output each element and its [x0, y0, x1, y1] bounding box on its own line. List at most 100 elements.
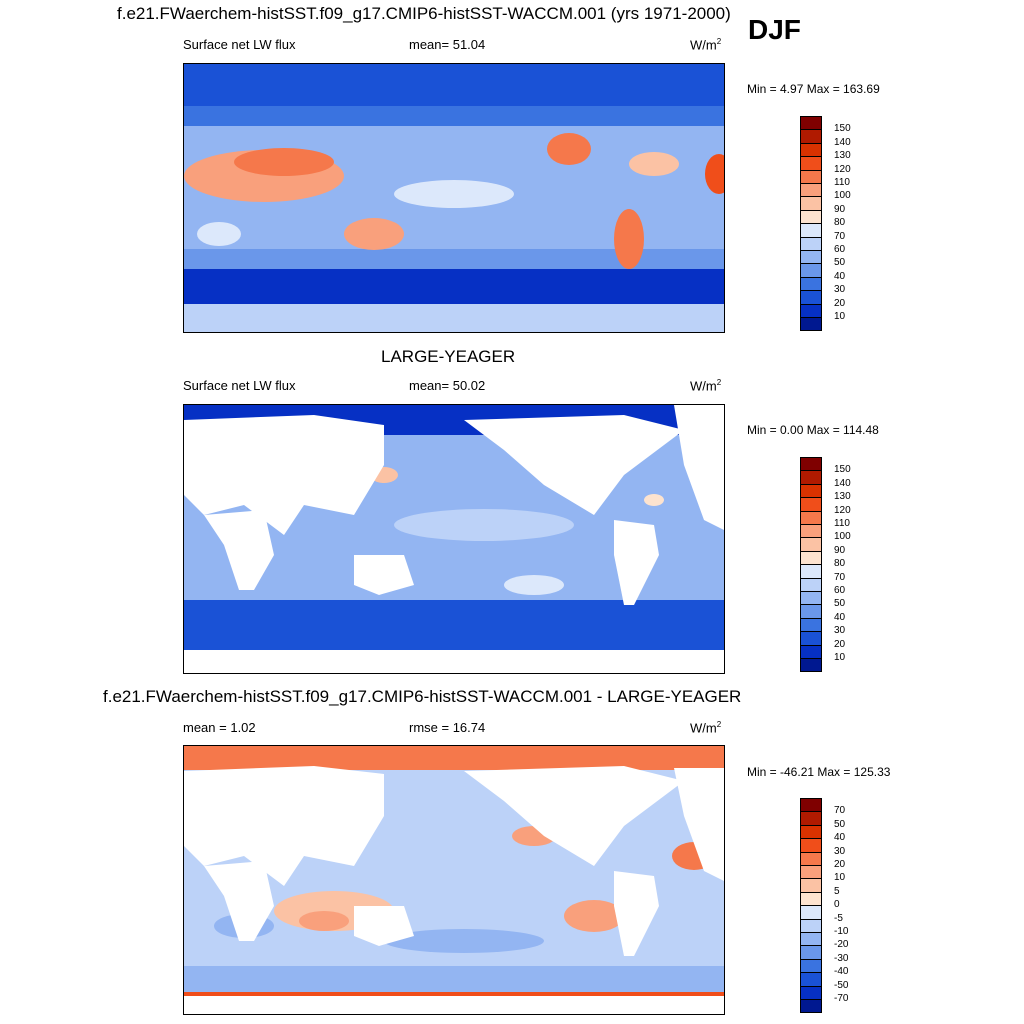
north-america-land — [464, 415, 684, 515]
panel-3-map-svg — [184, 746, 724, 1014]
colorbar-swatch — [800, 644, 822, 659]
southern-ocean-band — [184, 269, 724, 304]
south-america — [614, 209, 644, 269]
colorbar-swatch — [800, 550, 822, 566]
colorbar-swatch — [800, 510, 822, 525]
colorbar-tick-label: 20 — [834, 859, 846, 870]
panel-2-map-svg — [184, 405, 724, 673]
colorbar-tick-label: 20 — [834, 638, 846, 650]
colorbar-tick-label: 100 — [834, 190, 851, 202]
colorbar-swatch — [800, 470, 822, 485]
africa-land — [204, 861, 274, 941]
colorbar-swatch — [800, 196, 822, 211]
colorbar-tick-label: 120 — [834, 504, 851, 516]
colorbar-swatch — [800, 276, 822, 292]
colorbar-tick-label: 5 — [834, 885, 840, 897]
colorbar-swatch — [800, 183, 822, 198]
colorbar-tick-label: 50 — [834, 598, 846, 610]
colorbar-swatch — [800, 537, 822, 552]
panel-1-title: f.e21.FWaerchem-histSST.f09_g17.CMIP6-hi… — [117, 4, 731, 23]
colorbar-tick-label: 10 — [834, 652, 846, 663]
panel-1-units: W/m2 — [690, 37, 722, 53]
africa-land — [204, 510, 274, 590]
colorbar-swatch — [800, 999, 822, 1014]
colorbar-tick-label: 50 — [834, 257, 846, 269]
eurasia-land — [184, 766, 384, 886]
colorbar-swatch — [800, 129, 822, 144]
colorbar-swatch — [800, 985, 822, 1000]
panel-1-map-svg — [184, 64, 724, 332]
arctic-band — [184, 64, 724, 106]
panel-1-mean-label: mean= 51.04 — [409, 37, 486, 52]
colorbar-swatch — [800, 169, 822, 184]
colorbar-tick-label: 30 — [834, 845, 846, 857]
colorbar-swatch — [800, 631, 822, 646]
colorbar-tick-label: 20 — [834, 297, 846, 309]
colorbar-tick-label: 90 — [834, 203, 846, 215]
colorbar-tick-label: 30 — [834, 284, 846, 296]
colorbar-swatch — [800, 865, 822, 880]
colorbar-swatch — [800, 798, 822, 813]
panel-2-minmax: Min = 0.00 Max = 114.48 — [747, 423, 879, 437]
panel-3-mean-label: mean = 1.02 — [183, 720, 256, 735]
colorbar-swatch — [800, 317, 822, 332]
colorbar-swatch — [800, 838, 822, 853]
south-pacific-warm — [564, 900, 624, 932]
panel-2-mean-label: mean= 50.02 — [409, 378, 486, 393]
colorbar-tick-label: 40 — [834, 270, 846, 282]
colorbar-tick-label: 140 — [834, 477, 851, 489]
europe-land — [674, 405, 724, 530]
colorbar-tick-label: 110 — [834, 177, 850, 188]
season-label: DJF — [748, 14, 801, 45]
colorbar-swatch — [800, 591, 822, 606]
antarctica-band — [184, 304, 724, 332]
colorbar-swatch — [800, 142, 822, 158]
colorbar-tick-label: -10 — [834, 926, 849, 937]
colorbar-swatch — [800, 918, 822, 933]
colorbar-tick-label: 90 — [834, 544, 846, 556]
colorbar-tick-label: 50 — [834, 818, 846, 830]
colorbar-swatch — [800, 303, 822, 318]
colorbar-tick-label: -70 — [834, 993, 849, 1004]
panel-2-units: W/m2 — [690, 378, 722, 394]
colorbar-swatch — [800, 617, 822, 633]
colorbar-tick-label: -20 — [834, 939, 849, 951]
colorbar-swatch — [800, 824, 822, 840]
colorbar-swatch — [800, 116, 822, 131]
colorbar-tick-label: 110 — [834, 518, 850, 529]
panel-3-rmse-label: rmse = 16.74 — [409, 720, 486, 735]
colorbar-tick-label: 80 — [834, 217, 846, 229]
colorbar-swatch — [800, 209, 822, 225]
colorbar-swatch — [800, 851, 822, 866]
colorbar-tick-label: 100 — [834, 531, 851, 543]
australia — [344, 218, 404, 250]
colorbar-swatch — [800, 905, 822, 920]
colorbar-tick-label: 60 — [834, 585, 846, 596]
panel-3-map — [183, 745, 725, 1015]
colorbar-swatch — [800, 972, 822, 987]
europe-land — [674, 768, 724, 881]
colorbar-tick-label: 60 — [834, 244, 846, 255]
panel-3-units: W/m2 — [690, 720, 722, 736]
colorbar-swatch — [800, 958, 822, 974]
colorbar-swatch — [800, 577, 822, 592]
colorbar-swatch — [800, 497, 822, 512]
colorbar-swatch — [800, 290, 822, 305]
colorbar-swatch — [800, 223, 822, 238]
south-america-land — [614, 871, 659, 956]
panel-1-map — [183, 63, 725, 333]
panel-2-title: LARGE-YEAGER — [381, 347, 516, 366]
panel-1-minmax: Min = 4.97 Max = 163.69 — [747, 82, 880, 96]
north-america-west — [547, 133, 591, 165]
colorbar-swatch — [800, 263, 822, 278]
colorbar-swatch — [800, 524, 822, 539]
colorbar-tick-label: -30 — [834, 952, 849, 964]
colorbar-tick-label: 30 — [834, 625, 846, 637]
colorbar-tick-label: 80 — [834, 558, 846, 570]
panel-1-variable-label: Surface net LW flux — [183, 37, 296, 52]
colorbar-tick-label: 130 — [834, 150, 851, 162]
colorbar-swatch — [800, 457, 822, 472]
colorbar-tick-label: 150 — [834, 464, 851, 476]
colorbar-swatch — [800, 250, 822, 265]
north-america-land — [464, 766, 684, 866]
